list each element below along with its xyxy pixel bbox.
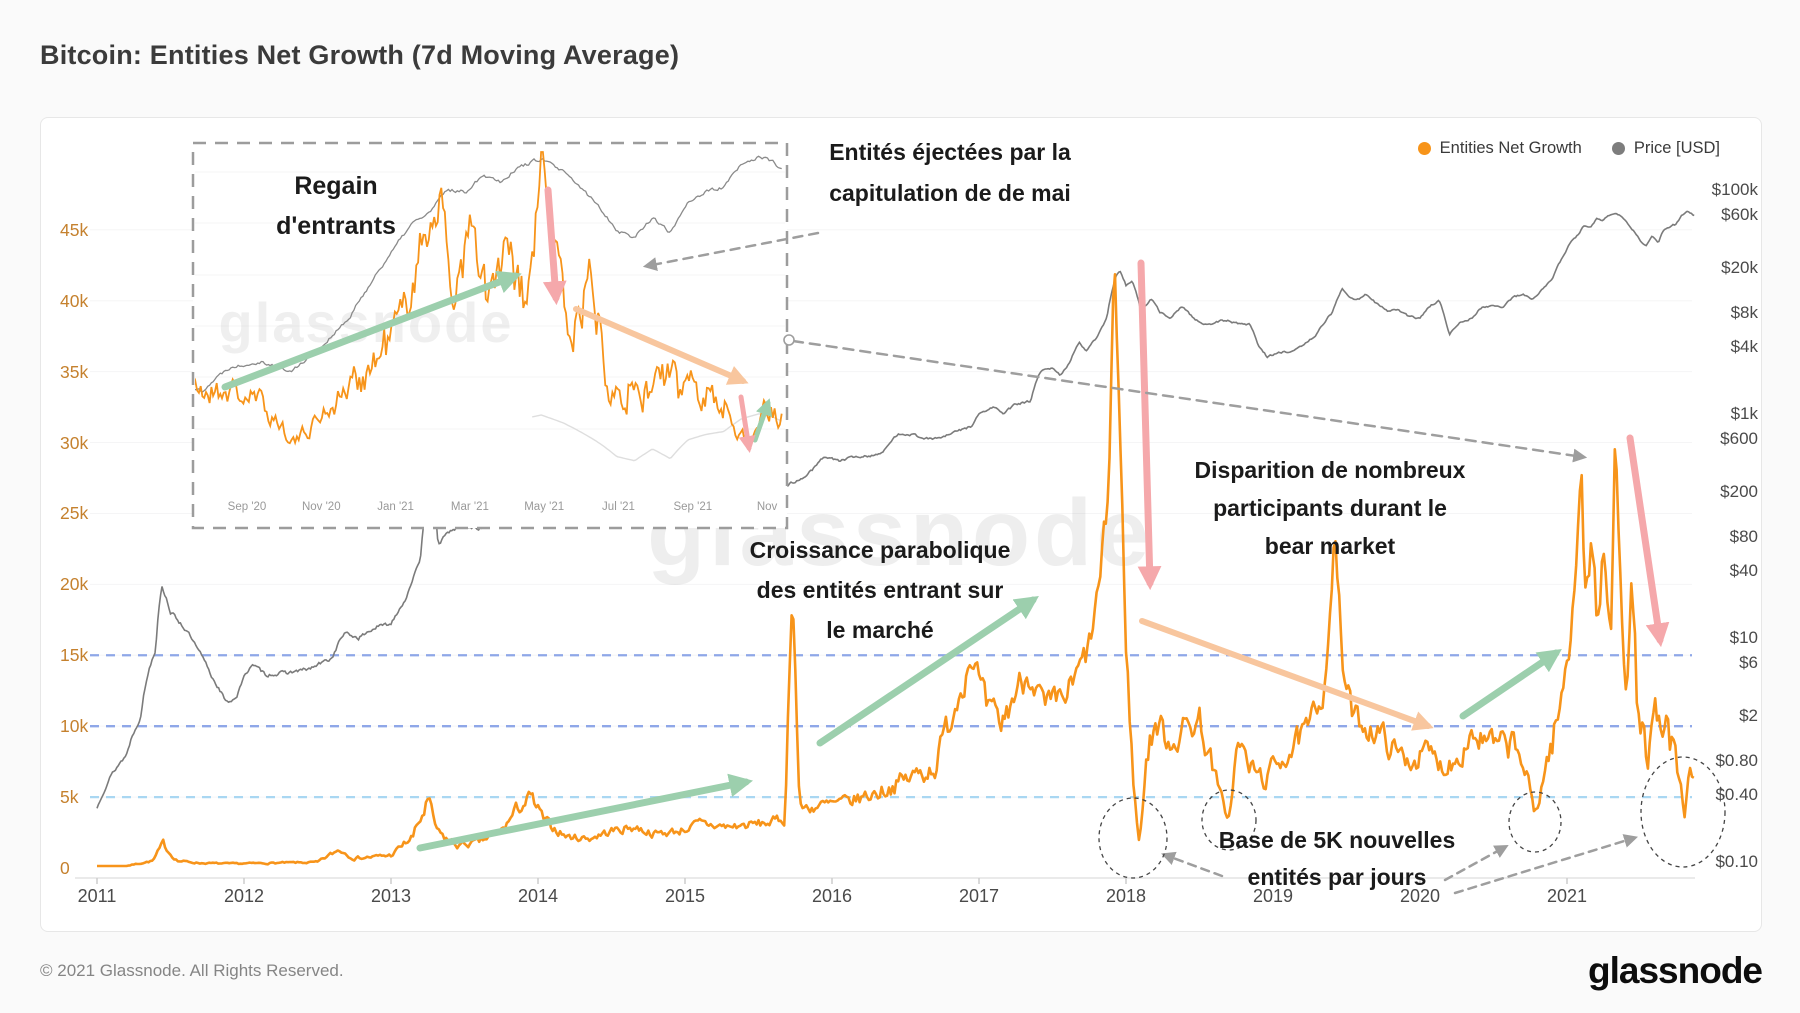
brand-logo: glassnode <box>1588 950 1763 991</box>
annotation-regain: Regain d'entrants <box>276 172 396 240</box>
legend-label-entities: Entities Net Growth <box>1439 139 1582 157</box>
legend-dot-entities-icon <box>1417 142 1431 155</box>
annotation-base5k: Base de 5K nouvelles entités par jours <box>1218 827 1456 890</box>
legend: Entities Net Growth Price [USD] <box>1417 139 1720 158</box>
footer-copyright: © 2021 Glassnode. All Rights Reserved. <box>40 961 344 980</box>
legend-item-price[interactable]: Price [USD] <box>1611 139 1720 158</box>
annotation-ejected: Entités éjectées par la capitulation de … <box>829 139 1071 206</box>
legend-label-price: Price [USD] <box>1633 139 1720 157</box>
annotation-parabolic: Croissance parabolique des entités entra… <box>749 537 1011 643</box>
annotation-disparition: Disparition de nombreux participants dur… <box>1194 457 1466 559</box>
legend-dot-price-icon <box>1611 142 1625 155</box>
page-title: Bitcoin: Entities Net Growth (7d Moving … <box>40 40 680 70</box>
legend-item-entities[interactable]: Entities Net Growth <box>1417 139 1582 158</box>
